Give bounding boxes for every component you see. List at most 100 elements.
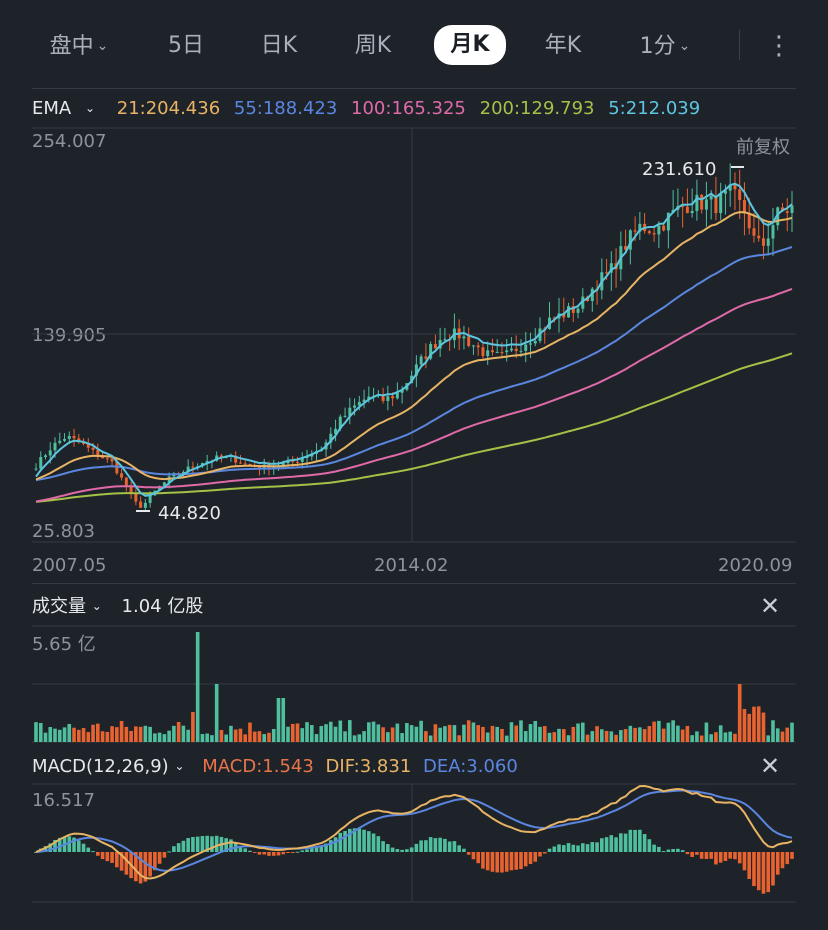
- macd-bar: [623, 833, 628, 852]
- macd-bar: [699, 852, 704, 859]
- candle-body: [785, 211, 789, 213]
- volume-bar: [200, 733, 205, 742]
- volume-bar: [105, 731, 110, 742]
- dif-line: [35, 784, 793, 880]
- ema200-value: 200:129.793: [479, 98, 595, 119]
- volume-bar: [490, 725, 495, 742]
- close-macd-icon[interactable]: ✕: [760, 752, 781, 780]
- candle-body: [681, 206, 685, 208]
- max-price-label: 231.610: [642, 159, 716, 180]
- volume-bar: [129, 730, 133, 742]
- tab-5day[interactable]: 5日: [160, 28, 212, 64]
- macd-bar: [666, 849, 671, 852]
- macd-bar: [476, 852, 480, 864]
- tab-monthly-k[interactable]: 月K: [434, 25, 506, 65]
- candle-body: [381, 394, 385, 401]
- candle-body: [414, 364, 418, 376]
- candle-body: [158, 486, 162, 491]
- tab-daily-k[interactable]: 日K: [252, 28, 306, 64]
- chevron-down-icon: ⌄: [174, 759, 185, 773]
- macd-bar: [547, 848, 552, 852]
- volume-bar: [305, 722, 309, 742]
- candle-body: [733, 184, 737, 190]
- macd-selector[interactable]: MACD(12,26,9) ⌄: [32, 756, 185, 777]
- candle-body: [624, 246, 628, 250]
- ema-selector[interactable]: EMA ⌄: [32, 98, 103, 119]
- macd-chart[interactable]: [0, 780, 828, 910]
- volume-bar: [38, 722, 43, 742]
- volume-bar: [214, 684, 219, 742]
- ema21-line: [35, 211, 793, 481]
- macd-bar: [657, 846, 661, 852]
- volume-bar: [790, 722, 794, 742]
- macd-bar: [424, 840, 428, 852]
- macd-bar: [143, 852, 148, 882]
- volume-bar: [742, 709, 747, 742]
- macd-bar: [509, 852, 514, 871]
- chevron-down-icon: ⌄: [84, 101, 96, 115]
- tab-intraday-label: 盘中: [49, 34, 94, 59]
- volume-bar: [728, 731, 732, 742]
- macd-bar: [756, 852, 761, 891]
- volume-bar: [785, 727, 790, 742]
- candle-body: [334, 428, 338, 434]
- candle-body: [628, 230, 632, 250]
- close-volume-icon[interactable]: ✕: [760, 592, 781, 620]
- price-chart[interactable]: 231.610 44.820: [0, 0, 828, 590]
- macd-bar: [695, 852, 699, 855]
- x-label-end: 2020.09: [718, 555, 793, 576]
- adjust-mode-label[interactable]: 前复权: [736, 137, 790, 158]
- candle-body: [609, 263, 613, 273]
- macd-bar: [362, 829, 366, 852]
- macd-bar: [514, 852, 519, 870]
- volume-bar: [443, 726, 447, 742]
- macd-bar: [390, 847, 395, 852]
- volume-bar: [314, 734, 319, 742]
- volume-bar: [457, 735, 461, 742]
- macd-bar: [609, 835, 614, 852]
- macd-bar: [96, 852, 100, 856]
- volume-bar: [219, 729, 224, 742]
- candle-body: [467, 336, 471, 346]
- more-options-icon[interactable]: ⋮: [766, 31, 792, 61]
- candle-body: [48, 450, 52, 456]
- macd-header: MACD(12,26,9) ⌄ MACD:1.543 DIF:3.831 DEA…: [32, 754, 518, 778]
- candle-body: [348, 407, 352, 416]
- candle-body: [67, 435, 71, 439]
- tab-yearly-k-label: 年K: [544, 33, 582, 58]
- volume-bar: [281, 698, 286, 742]
- volume-bar: [167, 730, 171, 742]
- volume-bar: [633, 727, 637, 742]
- macd-bar: [305, 849, 309, 852]
- tab-intraday[interactable]: 盘中 ⌄: [44, 28, 114, 64]
- candle-body: [300, 458, 304, 462]
- candle-body: [471, 345, 475, 347]
- macd-bar: [43, 846, 48, 852]
- candle-body: [72, 435, 76, 439]
- volume-bar: [186, 729, 190, 742]
- macd-bar: [157, 852, 162, 864]
- volume-bar: [96, 723, 100, 742]
- candle-body: [443, 339, 447, 341]
- volume-selector[interactable]: 成交量 ⌄: [32, 596, 102, 617]
- volume-bar: [386, 732, 390, 742]
- tab-yearly-k[interactable]: 年K: [536, 28, 590, 64]
- divider: [32, 583, 796, 584]
- macd-bar: [590, 842, 595, 852]
- macd-bar: [428, 837, 433, 852]
- volume-bar: [72, 727, 76, 742]
- tab-1min[interactable]: 1分 ⌄: [632, 28, 698, 64]
- volume-bar: [771, 720, 775, 742]
- candle-body: [719, 193, 723, 214]
- macd-bar: [742, 852, 747, 871]
- volume-bar: [100, 731, 105, 742]
- candle-body: [505, 350, 509, 353]
- volume-chart[interactable]: [0, 620, 828, 750]
- volume-bar: [252, 731, 257, 742]
- tab-weekly-k[interactable]: 周K: [346, 28, 400, 64]
- candle-body: [524, 344, 528, 351]
- macd-bar: [595, 842, 599, 852]
- macd-bar: [200, 836, 205, 852]
- macd-bar: [57, 837, 62, 852]
- volume-bar: [357, 734, 362, 742]
